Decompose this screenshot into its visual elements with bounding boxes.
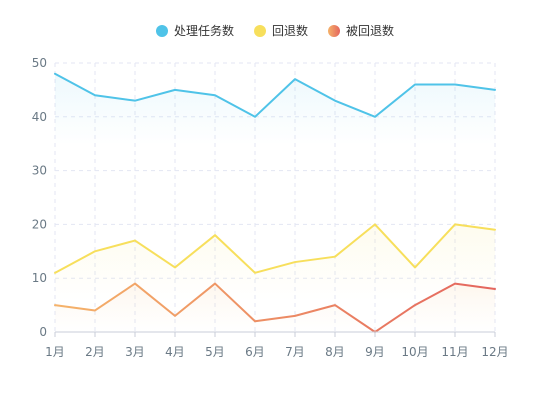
data-point[interactable] xyxy=(373,114,378,119)
data-point[interactable] xyxy=(453,281,458,286)
series-area-2 xyxy=(55,283,495,332)
data-point[interactable] xyxy=(413,82,418,87)
x-tick-label: 8月 xyxy=(325,345,345,359)
series-line-0 xyxy=(54,72,496,118)
legend-marker-icon xyxy=(328,25,340,37)
legend-label: 处理任务数 xyxy=(174,23,234,38)
data-point[interactable] xyxy=(253,319,258,324)
series-areas xyxy=(55,73,495,332)
x-tick-label: 5月 xyxy=(205,345,225,359)
data-point[interactable] xyxy=(53,270,58,275)
data-point[interactable] xyxy=(293,260,298,265)
x-tick-label: 10月 xyxy=(401,345,428,359)
x-tick-label: 12月 xyxy=(481,345,508,359)
legend-item-1[interactable]: 回退数 xyxy=(254,23,308,38)
x-tick-label: 7月 xyxy=(285,345,305,359)
data-point[interactable] xyxy=(93,93,98,98)
y-tick-label: 0 xyxy=(39,325,47,339)
data-point[interactable] xyxy=(133,98,138,103)
x-tick-label: 9月 xyxy=(365,345,385,359)
legend-item-0[interactable]: 处理任务数 xyxy=(156,23,234,38)
data-point[interactable] xyxy=(413,303,418,308)
data-point[interactable] xyxy=(133,281,138,286)
series-lines xyxy=(53,71,498,333)
data-point[interactable] xyxy=(53,303,58,308)
data-point[interactable] xyxy=(133,238,138,243)
x-tick-label: 3月 xyxy=(125,345,145,359)
data-point[interactable] xyxy=(293,77,298,82)
legend-label: 回退数 xyxy=(272,23,308,38)
y-tick-label: 30 xyxy=(32,164,47,178)
data-point[interactable] xyxy=(173,313,178,318)
axes: 1月 2月 3月 4月 5月 6月 7月 8月 9月 10月 11月 12月 0 10 20 30 40 50 xyxy=(32,56,509,359)
legend: 处理任务数 回退数 被回退数 xyxy=(156,23,394,38)
y-tick-label: 40 xyxy=(32,110,47,124)
series-line-2 xyxy=(54,282,496,333)
x-tick-label: 4月 xyxy=(165,345,185,359)
series-area-0 xyxy=(55,73,495,145)
data-point[interactable] xyxy=(293,313,298,318)
y-tick-label: 10 xyxy=(32,271,47,285)
data-point[interactable] xyxy=(93,249,98,254)
data-point[interactable] xyxy=(453,222,458,227)
data-point[interactable] xyxy=(53,71,58,76)
y-tick-label: 50 xyxy=(32,56,47,70)
legend-marker-icon xyxy=(254,25,266,37)
legend-label: 被回退数 xyxy=(346,23,394,38)
series-line-1 xyxy=(54,223,496,274)
data-point[interactable] xyxy=(493,87,498,92)
data-point[interactable] xyxy=(333,254,338,259)
data-point[interactable] xyxy=(333,98,338,103)
series-area-1 xyxy=(55,224,495,301)
x-tick-label: 1月 xyxy=(45,345,65,359)
data-point[interactable] xyxy=(373,222,378,227)
legend-marker-icon xyxy=(156,25,168,37)
data-point[interactable] xyxy=(253,270,258,275)
data-point[interactable] xyxy=(493,227,498,232)
data-point[interactable] xyxy=(333,303,338,308)
data-point[interactable] xyxy=(493,286,498,291)
data-point[interactable] xyxy=(253,114,258,119)
legend-item-2[interactable]: 被回退数 xyxy=(328,23,394,38)
data-point[interactable] xyxy=(213,93,218,98)
x-tick-label: 6月 xyxy=(245,345,265,359)
data-point[interactable] xyxy=(173,265,178,270)
data-point[interactable] xyxy=(213,233,218,238)
data-point[interactable] xyxy=(453,82,458,87)
data-point[interactable] xyxy=(413,265,418,270)
data-point[interactable] xyxy=(213,281,218,286)
y-tick-label: 20 xyxy=(32,217,47,231)
x-tick-label: 2月 xyxy=(85,345,105,359)
data-point[interactable] xyxy=(93,308,98,313)
x-tick-label: 11月 xyxy=(441,345,468,359)
data-point[interactable] xyxy=(173,87,178,92)
